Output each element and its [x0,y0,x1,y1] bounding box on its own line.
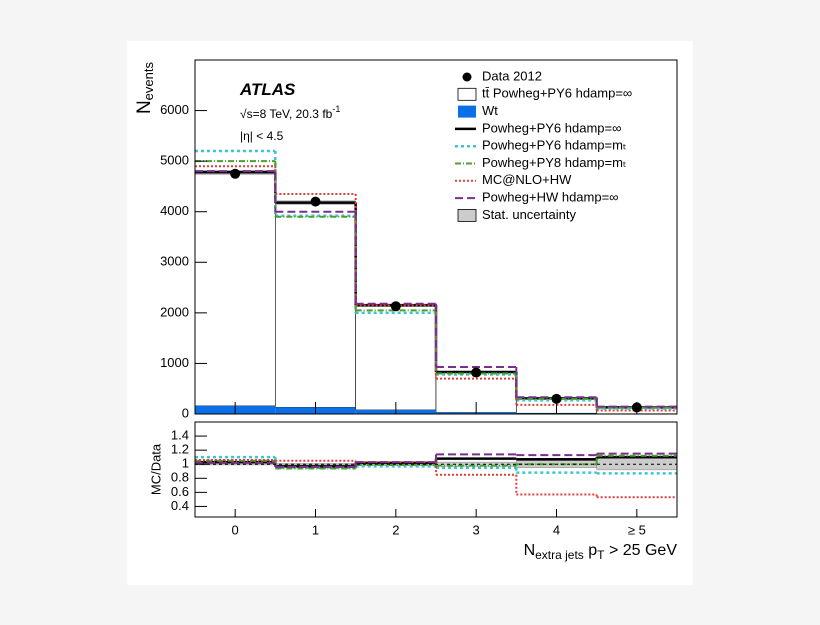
histogram-bar [355,304,437,411]
x-axis-label-part: extra jets [535,548,584,562]
data-point [390,301,401,312]
legend-label: Powheg+PY6 hdamp=mₜ [482,138,627,153]
legend-label: Stat. uncertainty [482,207,576,222]
legend-label: Data 2012 [482,68,542,83]
annotation-text: |η| < 4.5 [240,129,284,143]
legend-swatch [457,87,477,101]
legend-swatch [457,208,477,222]
y-tick-label: 0 [182,405,189,420]
x-tick-label: 3 [473,522,480,537]
x-axis-label-part: > 25 GeV [605,542,678,559]
plot-area [194,452,678,499]
y-tick-label: 0.8 [171,470,189,485]
histogram-bar [194,171,276,407]
y-tick-label: 2000 [160,304,189,319]
data-point [551,393,562,404]
y-axis-label-main: N [134,100,155,114]
y-tick-label: 4000 [160,203,189,218]
y-tick-label: 0.4 [171,498,189,513]
y-tick-label: 1.4 [171,428,189,443]
legend-label: Powheg+PY6 hdamp=∞ [482,120,621,135]
y-axis-label-sub: events [141,62,156,101]
x-axis-label-part: p [584,542,597,559]
y-tick-label: 3000 [160,254,189,269]
data-point [310,196,321,207]
annotation-text: ATLAS [239,80,296,99]
y-tick-label: 0.6 [171,484,189,499]
legend-label: Powheg+PY8 hdamp=mₜ [482,155,627,170]
frame [194,59,678,415]
legend-label: tt̄ Powheg+PY6 hdamp=∞ [482,86,632,101]
data-point [471,367,482,378]
x-axis-label: Nextra jets pT > 25 GeV [524,542,678,562]
x-tick-label: 4 [553,522,560,537]
x-tick-label: 2 [392,522,399,537]
annotation: √s=8 TeV, 20.3 fb-1 [240,104,340,121]
x-axis-label-part: T [597,548,605,562]
x-axis-label-part: N [524,542,536,559]
y-tick-label: 1.2 [171,442,189,457]
legend-swatch [458,105,476,118]
y-tick-label: 1000 [160,355,189,370]
legend-marker [462,72,472,82]
y-axis-label: Nevents [134,62,156,115]
annotation: |η| < 4.5 [240,129,284,143]
frame [194,421,678,518]
legend-label: Wt [482,103,498,118]
y-tick-label: 1 [182,456,189,471]
x-tick-label: 1 [312,522,319,537]
histogram-bar [275,202,356,408]
legend-label: Powheg+HW hdamp=∞ [482,190,618,205]
annotation-text: √s=8 TeV, 20.3 fb [240,107,333,121]
annotation: ATLAS [239,80,296,99]
x-tick-label: 0 [232,522,239,537]
annotation-sup: -1 [332,104,340,114]
x-tick-label: ≥ 5 [628,522,646,537]
legend-label: MC@NLO+HW [482,172,572,187]
y-axis-label: MC/Data [148,443,163,495]
y-tick-label: 6000 [160,102,189,117]
y-tick-label: 5000 [160,153,189,168]
data-point [230,168,241,179]
plot-area [194,149,678,415]
